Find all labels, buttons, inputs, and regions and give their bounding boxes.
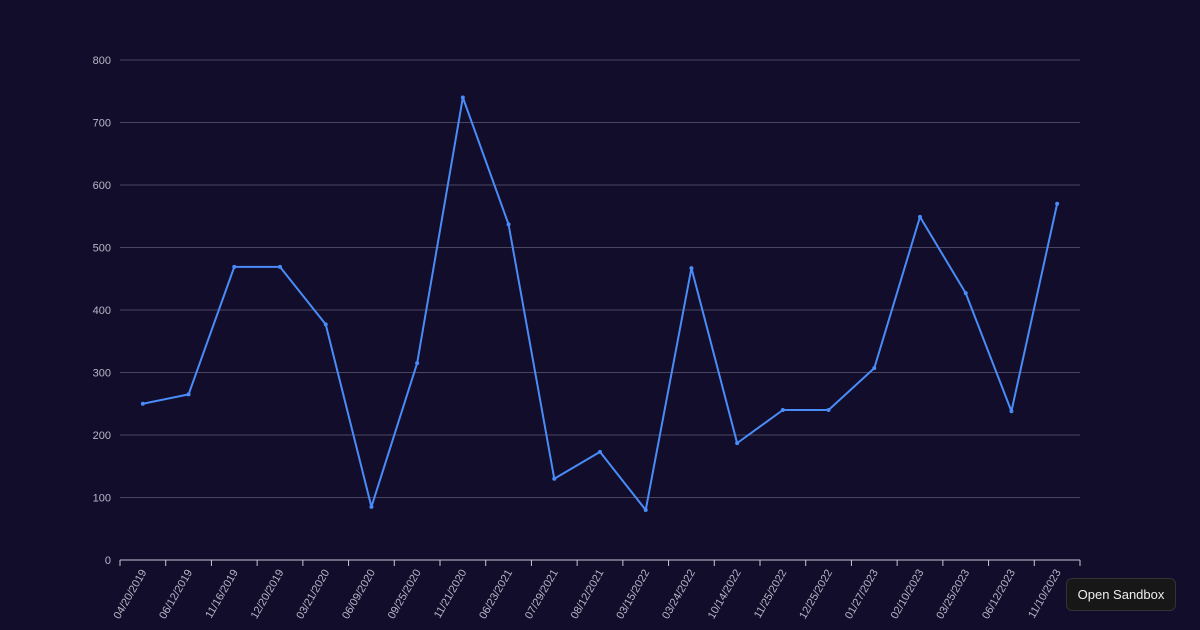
y-tick-label: 300 — [93, 368, 111, 380]
x-tick-label: 06/23/2021 — [477, 568, 515, 622]
data-point — [1009, 409, 1014, 414]
data-point — [918, 214, 922, 219]
x-tick-label: 12/20/2019 — [249, 568, 287, 622]
data-point — [643, 508, 648, 512]
x-tick-label: 11/21/2020 — [432, 568, 470, 621]
x-tick-label: 06/12/2023 — [980, 568, 1018, 622]
x-tick-label: 12/25/2022 — [797, 568, 835, 622]
x-tick-label: 06/12/2019 — [157, 568, 195, 622]
data-point — [689, 266, 694, 271]
data-point — [598, 449, 602, 454]
x-tick-label: 04/20/2019 — [112, 568, 150, 622]
data-point — [552, 476, 557, 481]
data-point — [1055, 201, 1060, 206]
data-point — [506, 222, 511, 227]
data-point — [872, 366, 877, 371]
data-point — [415, 361, 420, 366]
x-tick-label: 11/10/2023 — [1026, 568, 1064, 621]
data-point — [780, 408, 785, 412]
x-tick-label: 09/25/2020 — [386, 568, 424, 622]
x-tick-label: 07/29/2021 — [523, 568, 561, 622]
y-tick-label: 800 — [93, 55, 111, 67]
series-line — [142, 96, 1059, 511]
x-tick-label: 02/10/2023 — [889, 568, 927, 622]
x-tick-label: 10/14/2022 — [706, 568, 744, 622]
x-tick-label: 03/25/2023 — [934, 568, 972, 622]
x-tick-label: 08/12/2021 — [569, 568, 607, 622]
y-tick-label: 400 — [93, 305, 111, 317]
y-tick-label: 600 — [93, 180, 111, 192]
data-point — [735, 441, 740, 446]
data-point — [323, 322, 328, 327]
y-tick-label: 200 — [93, 430, 111, 442]
y-tick-label: 700 — [93, 118, 111, 130]
data-point — [826, 408, 831, 412]
x-tick-label: 03/15/2022 — [614, 568, 652, 622]
data-point — [369, 504, 374, 509]
data-point — [186, 392, 191, 397]
data-point — [460, 95, 465, 100]
x-tick-label: 06/09/2020 — [340, 568, 378, 622]
x-tick-label: 03/21/2020 — [294, 568, 332, 622]
x-tick-label: 11/16/2019 — [203, 568, 241, 621]
y-tick-label: 100 — [93, 493, 111, 505]
y-tick-label: 500 — [93, 243, 111, 255]
open-sandbox-button[interactable]: Open Sandbox — [1066, 578, 1176, 611]
x-tick-label: 03/24/2022 — [660, 568, 698, 622]
x-tick-label: 01/27/2023 — [843, 568, 881, 622]
data-point — [232, 264, 237, 269]
data-point — [140, 401, 145, 406]
data-point — [278, 264, 282, 269]
y-tick-label: 0 — [105, 555, 111, 567]
data-point — [963, 291, 968, 296]
x-tick-label: 11/25/2022 — [752, 568, 790, 621]
